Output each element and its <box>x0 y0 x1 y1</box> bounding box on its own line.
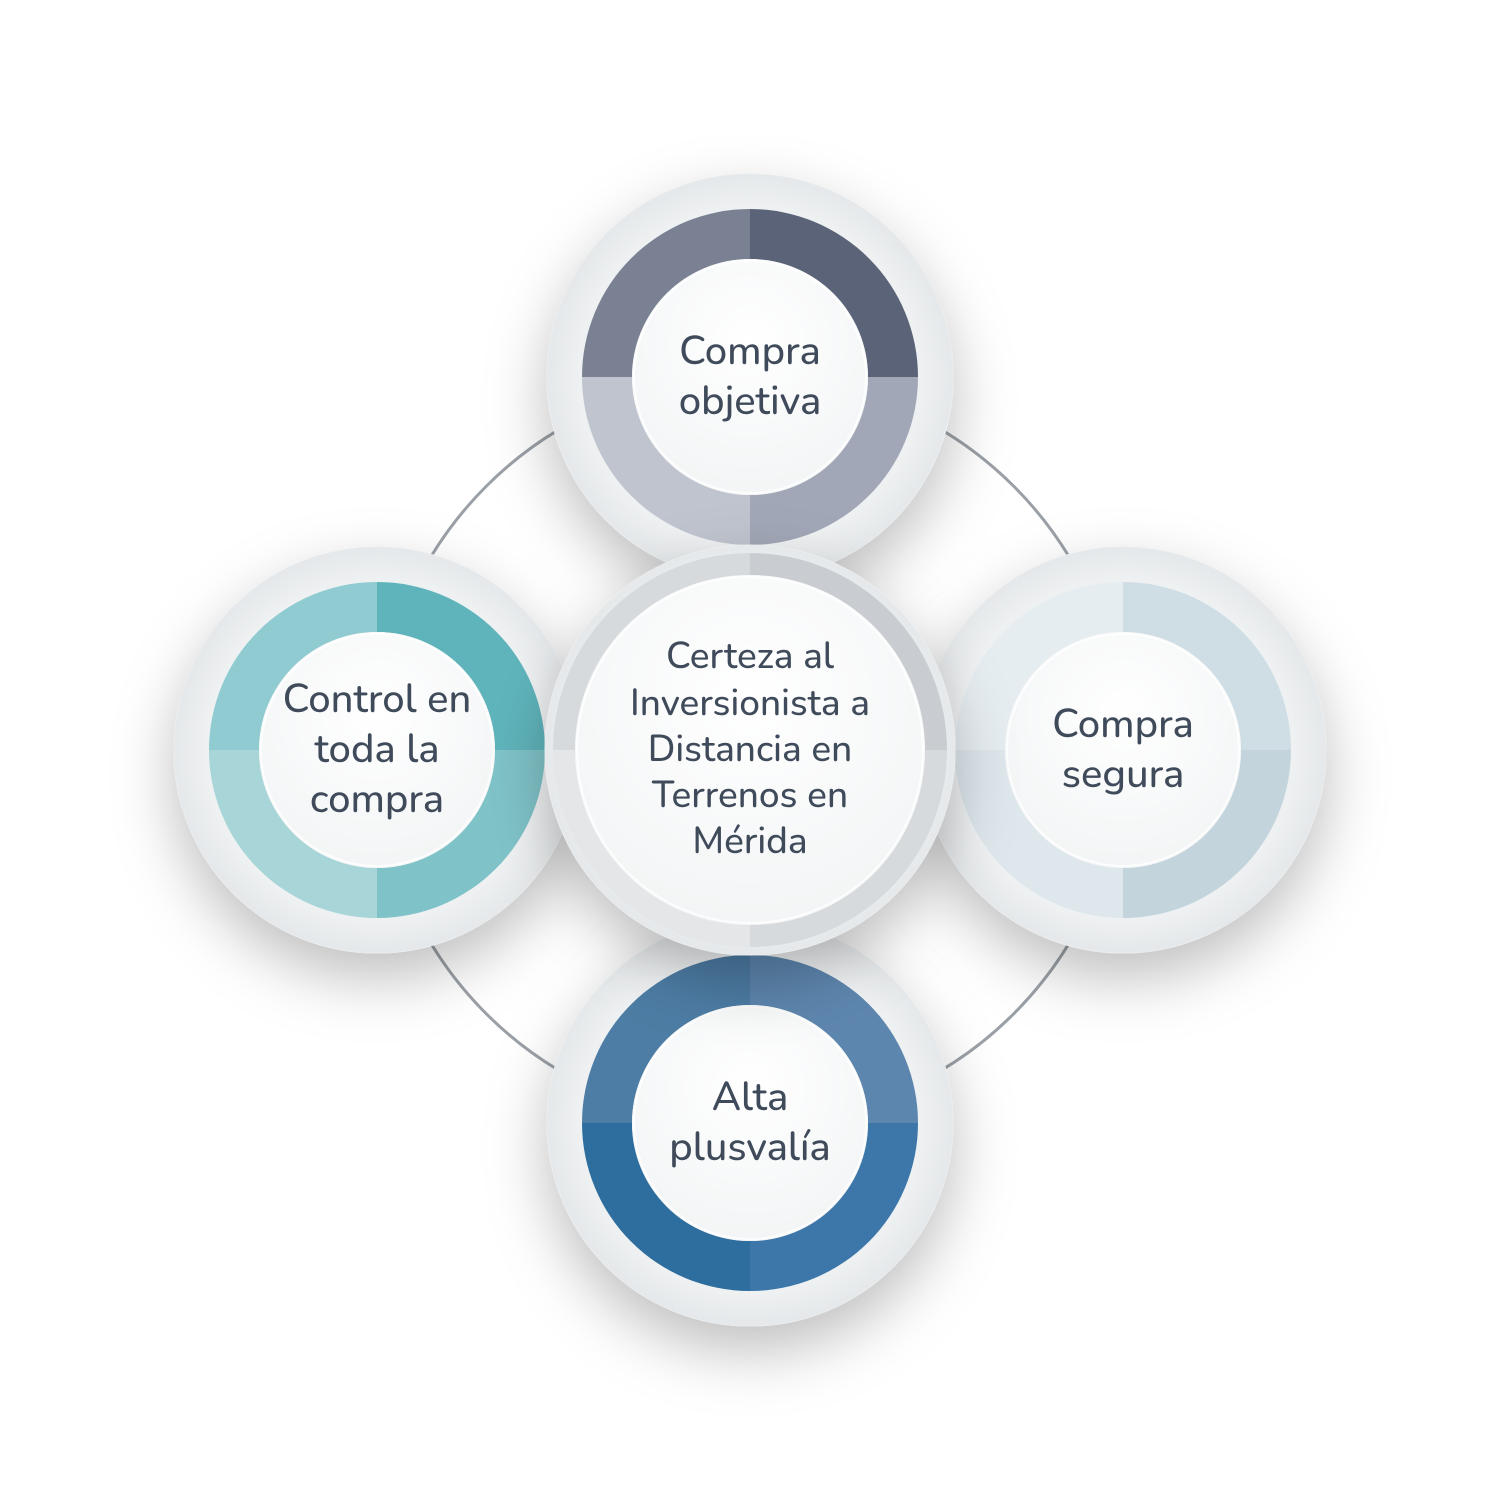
node-label-left-text: Control en toda la compra <box>269 675 485 825</box>
node-label-top-text: Compra objetiva <box>642 327 858 427</box>
node-label-bottom: Alta plusvalía <box>642 1015 858 1231</box>
node-label-right-text: Compra segura <box>1015 700 1231 800</box>
center-label-text: Certeza al Inversionista a Distancia en … <box>590 634 910 865</box>
node-label-top: Compra objetiva <box>642 269 858 485</box>
node-label-left: Control en toda la compra <box>269 642 485 858</box>
diagram-stage: Certeza al Inversionista a Distancia en … <box>0 0 1500 1500</box>
node-label-bottom-text: Alta plusvalía <box>642 1073 858 1173</box>
center-label: Certeza al Inversionista a Distancia en … <box>590 590 910 910</box>
node-label-right: Compra segura <box>1015 642 1231 858</box>
